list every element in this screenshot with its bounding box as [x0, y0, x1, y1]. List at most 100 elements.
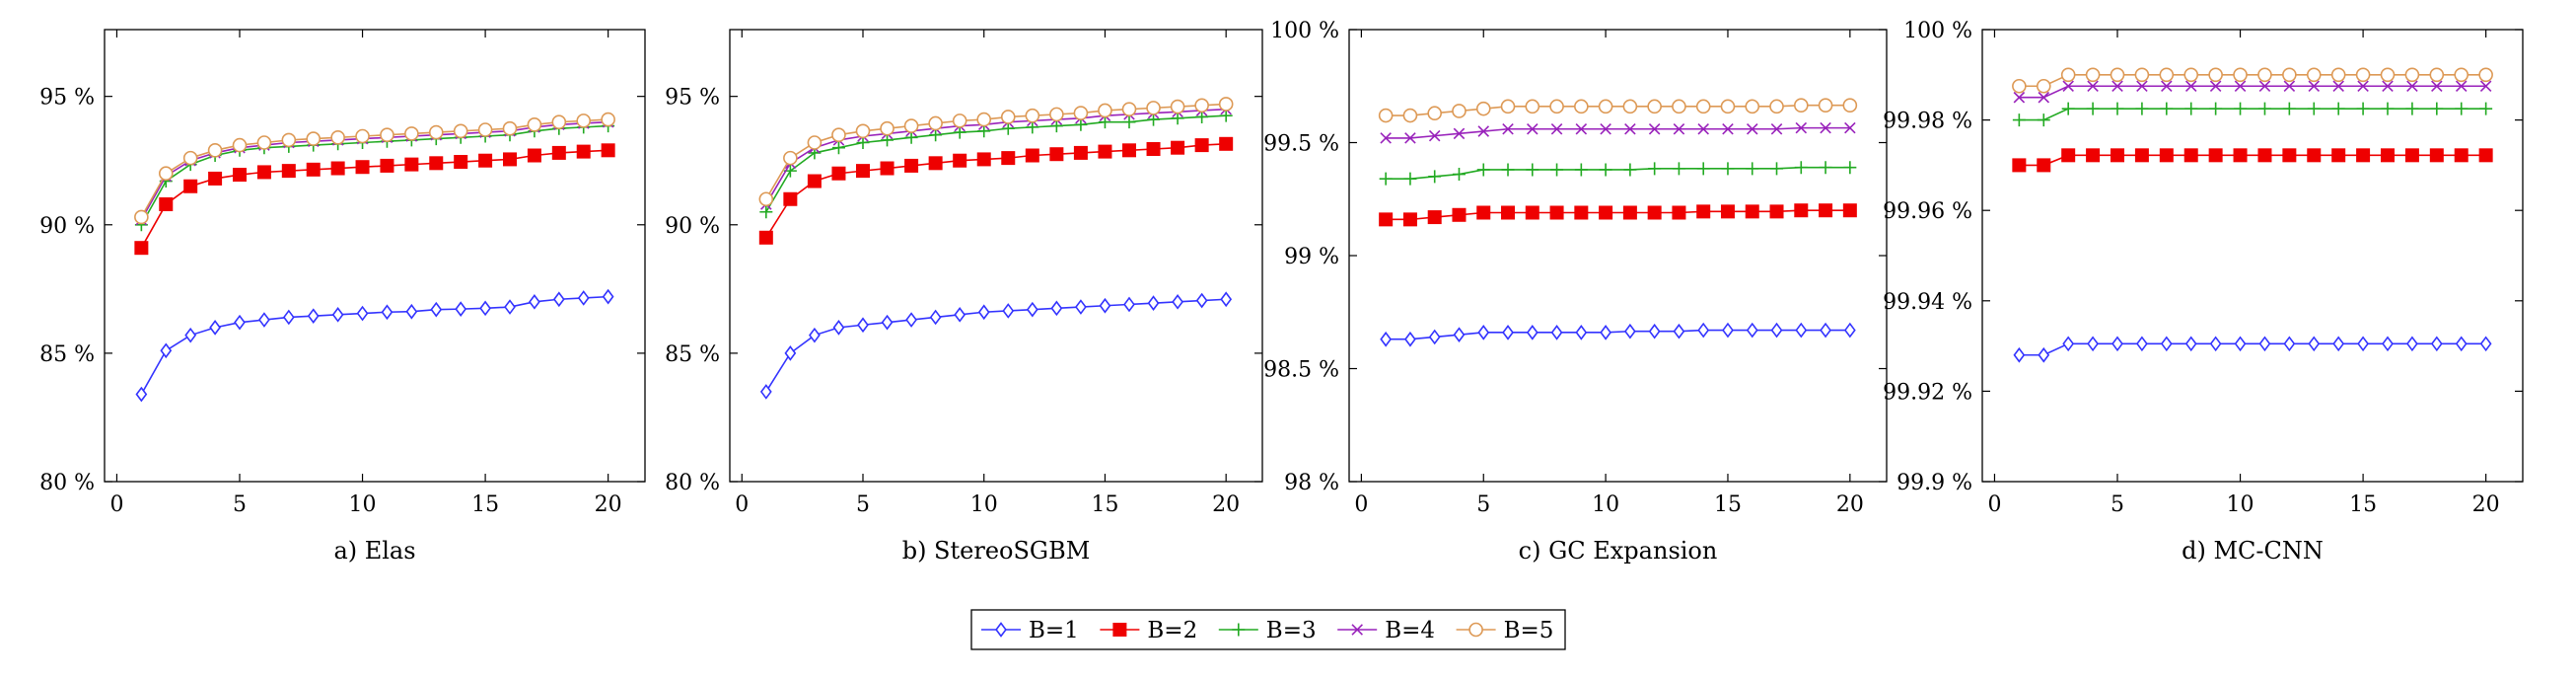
y-tick-label: 95 % [665, 86, 720, 111]
data-point [1696, 204, 1711, 219]
data-point [1075, 299, 1087, 315]
data-point [1219, 136, 1234, 151]
y-tick-label: 99.9 % [1896, 471, 1972, 495]
series-b-2 [134, 143, 615, 256]
data-point [1695, 99, 1711, 114]
data-point [1722, 122, 1734, 135]
data-point [2382, 80, 2394, 93]
chart-panel-3: 0 5 10 15 20 98 % 98.5 % 99 % 99.5 % 100 % c) GC E… [1263, 19, 1888, 565]
data-point [1720, 204, 1735, 219]
data-point [2306, 67, 2322, 83]
data-point [2061, 148, 2076, 163]
data-point [1218, 97, 1234, 112]
data-point [2085, 67, 2101, 83]
data-point [1001, 121, 1015, 135]
data-point [1672, 99, 1686, 114]
data-point [2208, 148, 2223, 163]
data-point [881, 314, 894, 331]
data-point [759, 384, 772, 400]
panel-caption: a) Elas [333, 537, 415, 565]
y-tick-label: 90 % [665, 214, 720, 239]
data-point [1600, 122, 1611, 135]
data-point [2455, 80, 2468, 93]
data-point [1404, 132, 1416, 144]
data-point [1525, 99, 1540, 114]
data-point [1427, 106, 1443, 121]
data-point [2159, 67, 2175, 83]
data-point [2406, 80, 2418, 93]
data-point [1527, 122, 1538, 135]
data-point [1123, 296, 1135, 313]
series-line [765, 108, 1227, 205]
data-point [1722, 322, 1734, 339]
data-point [330, 129, 345, 145]
series-b-3 [1379, 161, 1857, 186]
data-point [2283, 336, 2296, 352]
data-point [1147, 295, 1160, 311]
series-line [765, 298, 1227, 393]
y-tick-label: 80 % [665, 471, 720, 495]
data-point [1477, 325, 1490, 340]
data-point [2038, 91, 2050, 104]
series-b-3 [2012, 102, 2493, 127]
data-point [1647, 205, 1662, 220]
data-point [2111, 102, 2124, 115]
data-point [2111, 80, 2123, 93]
series-line [2019, 108, 2486, 121]
x-tick-label: 15 [1714, 492, 1742, 517]
data-point [2282, 102, 2296, 115]
data-point [1146, 142, 1161, 157]
panel-caption: b) StereoSGBM [902, 537, 1091, 565]
data-point [2356, 102, 2370, 115]
series-line [765, 143, 1227, 239]
data-point [1672, 162, 1685, 176]
data-point [1844, 121, 1856, 134]
data-point [1525, 205, 1539, 220]
chart-panel-4: 0 5 10 15 20 99.9 % 99.92 % 99.94 % 99.96 % 99.98… [1883, 19, 2524, 565]
legend-entry-b3: B=3 [1218, 618, 1317, 643]
data-point [1404, 331, 1416, 347]
data-point [256, 135, 272, 150]
series-b-5 [758, 97, 1234, 207]
data-point [256, 165, 271, 180]
data-point [1073, 145, 1088, 160]
data-point [2431, 80, 2443, 93]
data-point [404, 126, 419, 141]
data-point [1427, 210, 1442, 225]
data-point [1746, 162, 1759, 176]
data-point [2086, 148, 2101, 163]
data-point [1672, 205, 1686, 220]
data-point [209, 320, 221, 336]
x-tick-label: 15 [1091, 492, 1118, 517]
data-point [832, 320, 845, 336]
data-point [2183, 67, 2199, 83]
data-point [208, 171, 223, 186]
data-point [232, 137, 248, 153]
plot-frame [1348, 29, 1888, 483]
data-point [831, 141, 845, 155]
data-point [1074, 117, 1088, 131]
data-point [2429, 67, 2445, 83]
data-point [576, 113, 592, 128]
data-point [1795, 322, 1808, 339]
data-point [1673, 323, 1685, 340]
data-point [1171, 140, 1185, 155]
data-point [2209, 102, 2223, 115]
data-point [2455, 336, 2468, 352]
data-point [2308, 80, 2321, 93]
data-point [2136, 80, 2148, 93]
data-point [903, 118, 919, 133]
data-point [1721, 162, 1735, 176]
data-point [2062, 80, 2074, 93]
y-tick-label: 100 % [1270, 19, 1339, 43]
data-point [856, 136, 870, 149]
data-point [356, 305, 369, 322]
data-point [2037, 158, 2051, 173]
x-tick-label: 15 [471, 492, 499, 517]
data-point [1121, 102, 1137, 116]
legend-label: B=4 [1385, 618, 1435, 643]
data-point [1428, 129, 1441, 142]
data-point [2479, 102, 2493, 115]
data-point [2404, 148, 2419, 163]
